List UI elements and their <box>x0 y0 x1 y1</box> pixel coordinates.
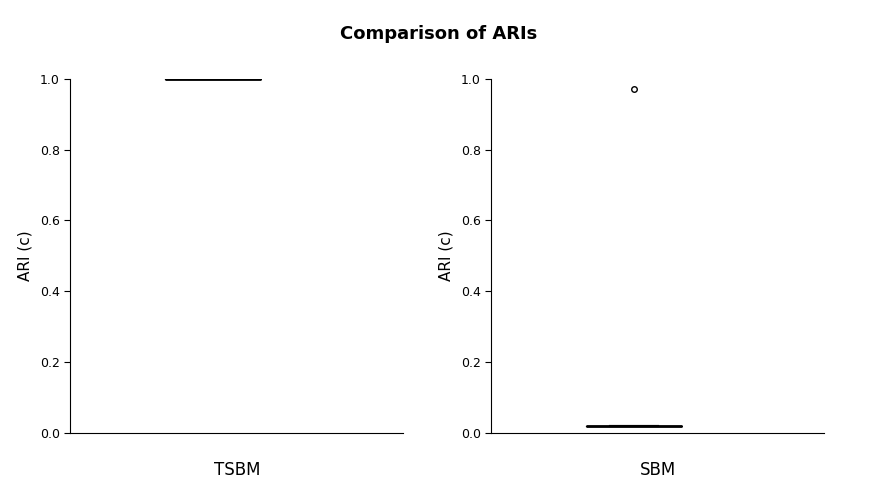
X-axis label: SBM: SBM <box>639 461 676 479</box>
X-axis label: TSBM: TSBM <box>213 461 260 479</box>
Y-axis label: ARI (c): ARI (c) <box>438 231 453 281</box>
Y-axis label: ARI (c): ARI (c) <box>18 231 32 281</box>
Text: Comparison of ARIs: Comparison of ARIs <box>340 25 537 43</box>
